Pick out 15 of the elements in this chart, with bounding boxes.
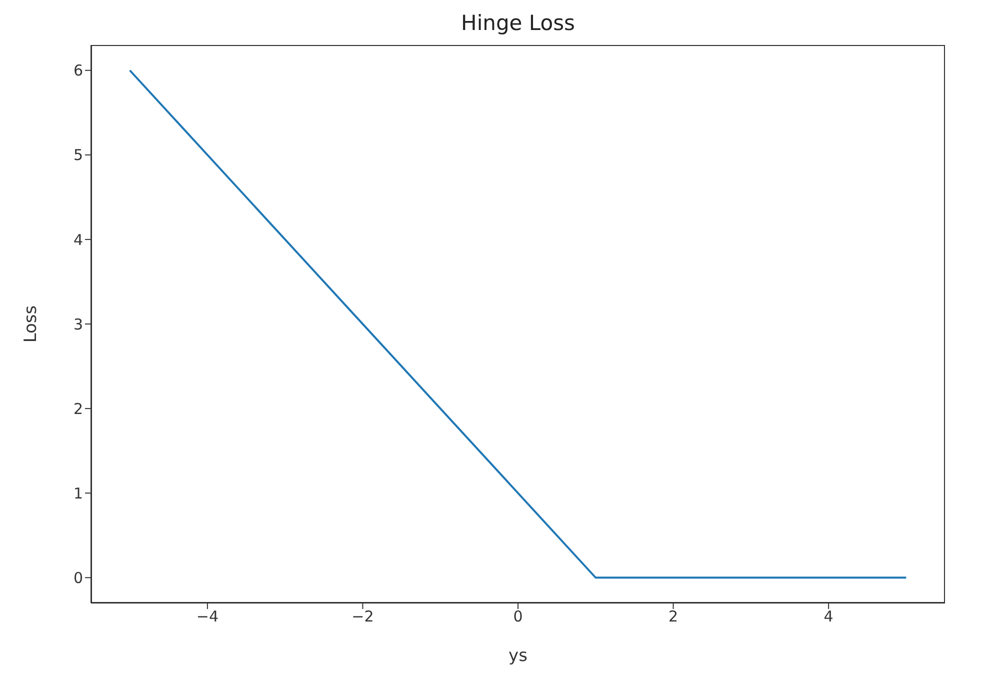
y-tick-label: 2 xyxy=(73,400,83,418)
x-axis-title: ys xyxy=(508,646,528,666)
y-tick-label: 5 xyxy=(73,146,83,164)
y-tick-label: 0 xyxy=(73,568,83,587)
y-axis-title: Loss xyxy=(21,305,42,343)
y-tick-label: 3 xyxy=(73,315,83,334)
x-tick-label: 4 xyxy=(824,608,834,626)
y-tick-label: 4 xyxy=(73,230,83,249)
y-tick-label: 6 xyxy=(73,62,83,80)
x-tick-label: 0 xyxy=(513,608,523,626)
x-tick-label: −4 xyxy=(196,608,219,626)
x-tick-label: 2 xyxy=(668,608,678,626)
x-tick-label: −2 xyxy=(352,608,374,626)
y-tick-label: 1 xyxy=(73,484,83,502)
chart-title: Hinge Loss xyxy=(460,10,576,37)
